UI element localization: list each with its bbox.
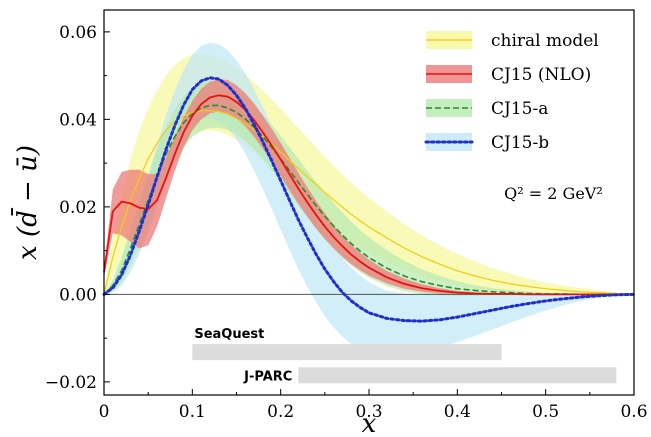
line-cj15-a [103, 104, 634, 296]
y-axis: −0.02 0.00 0.02 0.04 0.06 [45, 23, 110, 393]
coverage-label-j-parc: J-PARC [243, 369, 292, 384]
series-curves [102, 76, 636, 323]
line-cj15-nlo [103, 94, 634, 296]
x-tick-label: 0.3 [355, 402, 382, 422]
coverage-bar-seaquest [192, 344, 502, 361]
x-tick-label: 0.1 [179, 402, 206, 422]
line-cj15-b [102, 76, 636, 323]
x-tick-label: 0.5 [532, 402, 559, 422]
legend-label-chiral-model: chiral model [491, 31, 599, 51]
coverage-bar-j-parc [298, 367, 617, 384]
x-tick-label: 0.2 [267, 402, 294, 422]
y-tick-label: 0.04 [59, 110, 97, 130]
x-tick-label: 0.6 [620, 402, 647, 422]
coverage-label-seaquest: SeaQuest [194, 327, 264, 342]
error-bands [104, 42, 634, 355]
q2-annotation: Q² = 2 GeV² [504, 184, 603, 203]
x-tick-label: 0.4 [444, 402, 471, 422]
y-axis-label: x (d̄ − ū) [10, 145, 43, 260]
x-tick-label: 0 [99, 402, 110, 422]
legend-label-cj15-a: CJ15-a [491, 99, 548, 119]
y-tick-label: 0.06 [59, 23, 97, 43]
legend-label-cj15-nlo: CJ15 (NLO) [491, 65, 591, 85]
coverage-bars: SeaQuest J-PARC [192, 327, 617, 384]
y-tick-label: 0.00 [59, 285, 97, 305]
x-axis-label: x [362, 409, 377, 437]
x-axis: 0 0.1 0.2 0.3 0.4 0.5 0.6 [99, 389, 648, 422]
legend: chiral model CJ15 (NLO) CJ15-a CJ15-b [424, 31, 599, 153]
legend-label-cj15-b: CJ15-b [491, 133, 549, 153]
y-tick-label: −0.02 [45, 373, 97, 393]
line-chiral-model [103, 110, 635, 295]
band-cj15-a [104, 80, 634, 296]
y-tick-label: 0.02 [59, 198, 97, 218]
